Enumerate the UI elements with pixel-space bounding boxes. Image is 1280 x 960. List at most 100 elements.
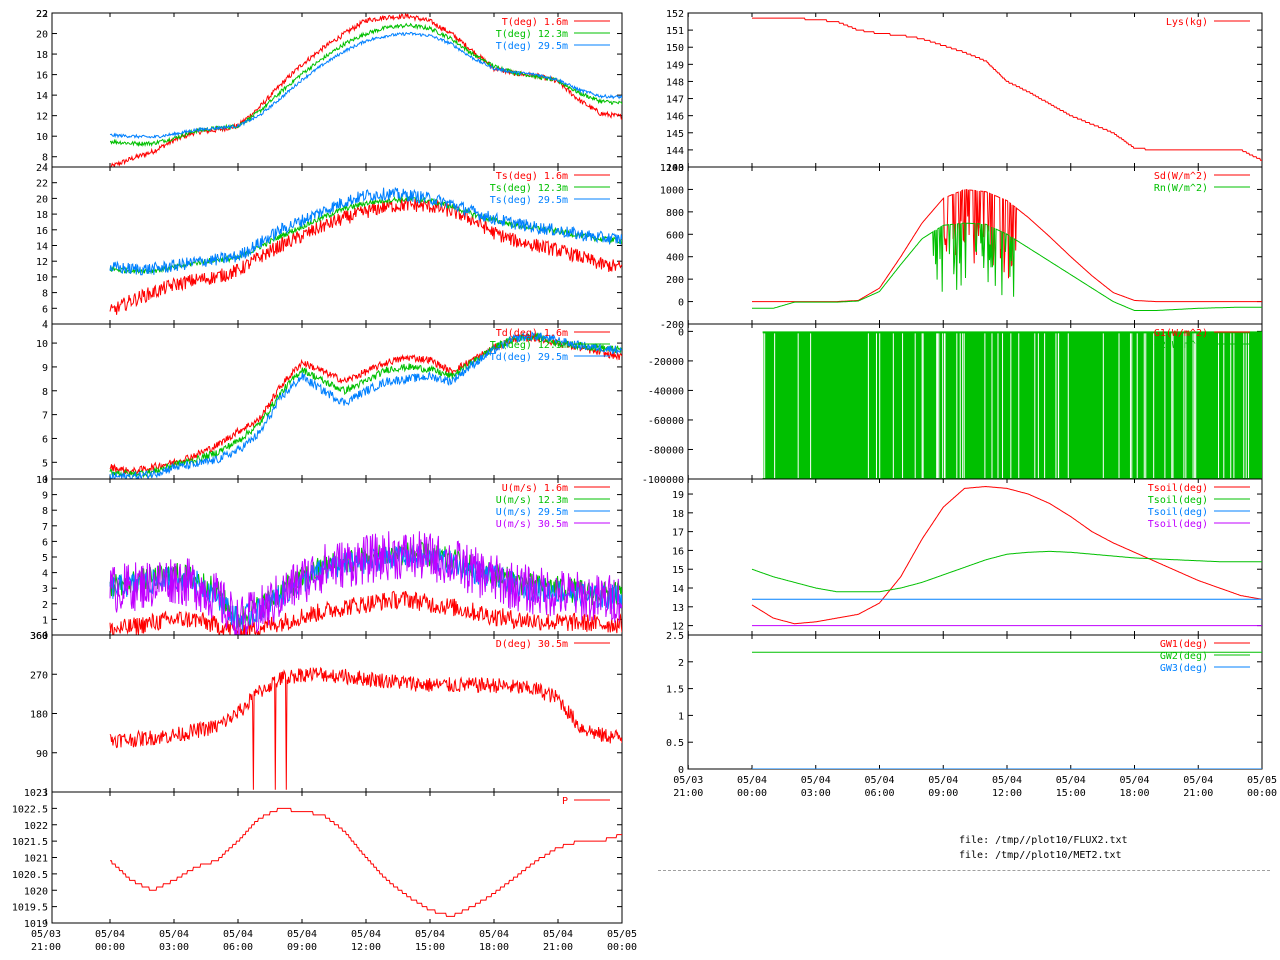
x-tick-time: 03:00 xyxy=(159,942,189,953)
series-u-0 xyxy=(109,590,622,635)
y-tick-label: 22 xyxy=(36,9,48,20)
y-tick-label: 2.5 xyxy=(666,631,684,642)
x-tick-time: 09:00 xyxy=(287,942,317,953)
legend-label: Tsoil(deg) xyxy=(1148,507,1208,518)
y-tick-label: 1200 xyxy=(660,163,684,174)
legend-label: U(m/s) 1.6m xyxy=(502,483,568,494)
y-tick-label: 8 xyxy=(42,506,48,517)
y-tick-label: 143 xyxy=(666,163,684,174)
legend-label: Lys(kg) xyxy=(1166,17,1208,28)
y-tick-label: 0 xyxy=(678,765,684,776)
y-tick-label: 22 xyxy=(36,9,48,20)
x-tick-time: 18:00 xyxy=(1119,788,1149,799)
y-tick-label: 0 xyxy=(678,327,684,338)
y-tick-label: 200 xyxy=(666,275,684,286)
y-tick-label: 10 xyxy=(36,273,48,284)
legend-label: T(deg) 1.6m xyxy=(502,17,568,28)
y-tick-label: -100000 xyxy=(642,475,684,486)
y-tick-label: 17 xyxy=(672,528,684,539)
x-tick-time: 03:00 xyxy=(801,788,831,799)
x-tick-time: 12:00 xyxy=(351,942,381,953)
series-lys-0 xyxy=(752,17,1262,161)
y-tick-label: 1020 xyxy=(24,886,48,897)
file-list: file: /tmp//plot10/FLUX2.txt file: /tmp/… xyxy=(959,833,1128,863)
y-tick-label: 146 xyxy=(666,112,684,123)
y-tick-label: 19 xyxy=(672,490,684,501)
y-tick-label: 151 xyxy=(666,26,684,37)
y-tick-label: 9 xyxy=(42,363,48,374)
series-tsoil-1 xyxy=(751,550,1262,593)
legend-label: Rn(W/m^2) xyxy=(1154,183,1208,194)
y-tick-label: 14 xyxy=(36,91,48,102)
y-tick-label: 1 xyxy=(42,615,48,626)
panel-tsoil: 1213141516171819Tsoil(deg)Tsoil(deg)Tsoi… xyxy=(672,478,1263,636)
y-tick-label: 14 xyxy=(36,242,48,253)
x-tick-date: 05/04 xyxy=(351,929,381,940)
y-tick-label: 149 xyxy=(666,60,684,71)
y-tick-label: 16 xyxy=(672,546,684,557)
file-flux2: file: /tmp//plot10/FLUX2.txt xyxy=(959,835,1128,846)
x-tick-time: 18:00 xyxy=(479,942,509,953)
x-tick-date: 05/04 xyxy=(801,775,831,786)
y-tick-label: 22 xyxy=(36,179,48,190)
legend-label: Sd(W/m^2) xyxy=(1154,171,1208,182)
y-tick-label: 8 xyxy=(42,289,48,300)
y-tick-label: 400 xyxy=(666,253,684,264)
legend-label: Td(deg) 29.5m xyxy=(490,352,568,363)
y-tick-label: 16 xyxy=(36,71,48,82)
legend-label: D(deg) 30.5m xyxy=(496,639,568,650)
series-ts-2 xyxy=(109,186,622,276)
y-tick-label: 1019 xyxy=(24,919,48,930)
x-tick-date: 05/04 xyxy=(159,929,189,940)
legend-label: GW3(deg) xyxy=(1160,663,1208,674)
x-tick-time: 09:00 xyxy=(928,788,958,799)
y-tick-label: 180 xyxy=(30,710,48,721)
x-tick-date: 05/04 xyxy=(928,775,958,786)
file-met2: file: /tmp//plot10/MET2.txt xyxy=(959,850,1122,861)
x-tick-time: 00:00 xyxy=(607,942,637,953)
x-tick-date: 05/04 xyxy=(737,775,767,786)
y-tick-label: 24 xyxy=(36,163,48,174)
y-tick-label: 2 xyxy=(678,658,684,669)
y-tick-label: 10 xyxy=(36,475,48,486)
panel-lys: 143 144 145 146 147 148 149 150 151 152 Lys(kg) xyxy=(666,9,1263,174)
panel-p: 1019 1019.5 1020 1020.5 1021 1021.5 1022 1022.5… xyxy=(12,788,637,953)
y-tick-label: 12 xyxy=(36,112,48,123)
y-tick-label: 14 xyxy=(672,584,684,595)
y-tick-label: 9 xyxy=(42,491,48,502)
x-tick-date: 05/05 xyxy=(607,929,637,940)
series-p-0 xyxy=(110,807,622,917)
x-tick-date: 05/04 xyxy=(223,929,253,940)
panel-frame xyxy=(687,12,1263,168)
y-tick-label: 144 xyxy=(666,146,684,157)
y-tick-label: 4 xyxy=(42,569,48,580)
y-tick-label: 147 xyxy=(666,95,684,106)
y-tick-label: 1022.5 xyxy=(12,804,48,815)
y-tick-label: 2 xyxy=(42,600,48,611)
series-u-3 xyxy=(109,531,622,635)
y-tick-label: 18 xyxy=(36,50,48,61)
y-tick-label: 10 xyxy=(36,132,48,143)
legend-label: Tsoil(deg) xyxy=(1148,495,1208,506)
y-tick-label: 270 xyxy=(30,670,48,681)
series-td-2 xyxy=(109,331,622,479)
y-tick-label: -40000 xyxy=(648,386,684,397)
y-tick-label: 600 xyxy=(666,230,684,241)
x-tick-date: 05/04 xyxy=(287,929,317,940)
legend-label: GW2(deg) xyxy=(1160,651,1208,662)
series-rad-0 xyxy=(752,189,1262,303)
x-tick-date: 05/04 xyxy=(1183,775,1213,786)
legend-label: Td(deg) 12.3m xyxy=(490,340,568,351)
legend-label: Ts(deg) 1.6m xyxy=(496,171,568,182)
x-tick-date: 05/04 xyxy=(992,775,1022,786)
y-tick-label: 13 xyxy=(672,603,684,614)
y-tick-label: 15 xyxy=(672,565,684,576)
y-tick-label: 6 xyxy=(42,434,48,445)
legend-label: T(deg) 12.3m xyxy=(496,29,568,40)
legend-label: U(m/s) 30.5m xyxy=(496,519,568,530)
panel-frame xyxy=(51,634,623,793)
series-ts-0 xyxy=(109,197,622,315)
